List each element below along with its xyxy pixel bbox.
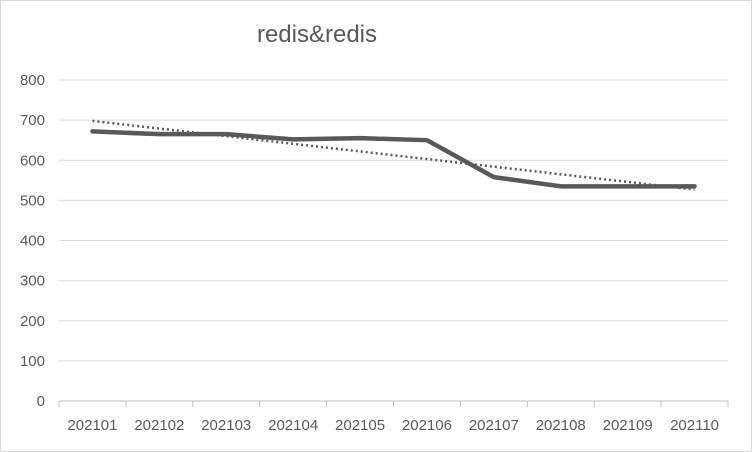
x-tick-label: 202102 <box>134 417 184 434</box>
series <box>90 129 697 189</box>
x-tick-label: 202101 <box>67 417 117 434</box>
gridlines <box>58 79 729 407</box>
trendline-line <box>92 119 695 191</box>
y-tick-label: 800 <box>20 72 45 89</box>
y-tick-label: 600 <box>20 152 45 169</box>
y-tick-label: 200 <box>20 313 45 330</box>
y-tick-label: 100 <box>20 353 45 370</box>
x-tick-label: 202104 <box>268 417 318 434</box>
x-tick-label: 202108 <box>536 417 586 434</box>
x-tick-label: 202105 <box>335 417 385 434</box>
y-axis-ticks: 0 100 200 300 400 500 600 700 800 <box>20 72 45 410</box>
series-line <box>90 129 697 189</box>
y-tick-label: 500 <box>20 192 45 209</box>
x-tick-label: 202106 <box>402 417 452 434</box>
y-tick-label: 400 <box>20 233 45 250</box>
y-tick-label: 700 <box>20 112 45 129</box>
x-tick-label: 202103 <box>201 417 251 434</box>
x-axis-ticks: 202101 202102 202103 202104 202105 202106 2021… <box>67 417 719 434</box>
y-tick-label: 300 <box>20 273 45 290</box>
x-tick-label: 202110 <box>670 417 719 434</box>
y-tick-label: 0 <box>37 393 45 410</box>
chart-title: redis&redis <box>256 21 378 48</box>
x-tick-label: 202107 <box>469 417 519 434</box>
x-tick-label: 202109 <box>603 417 653 434</box>
trendline <box>92 119 695 191</box>
